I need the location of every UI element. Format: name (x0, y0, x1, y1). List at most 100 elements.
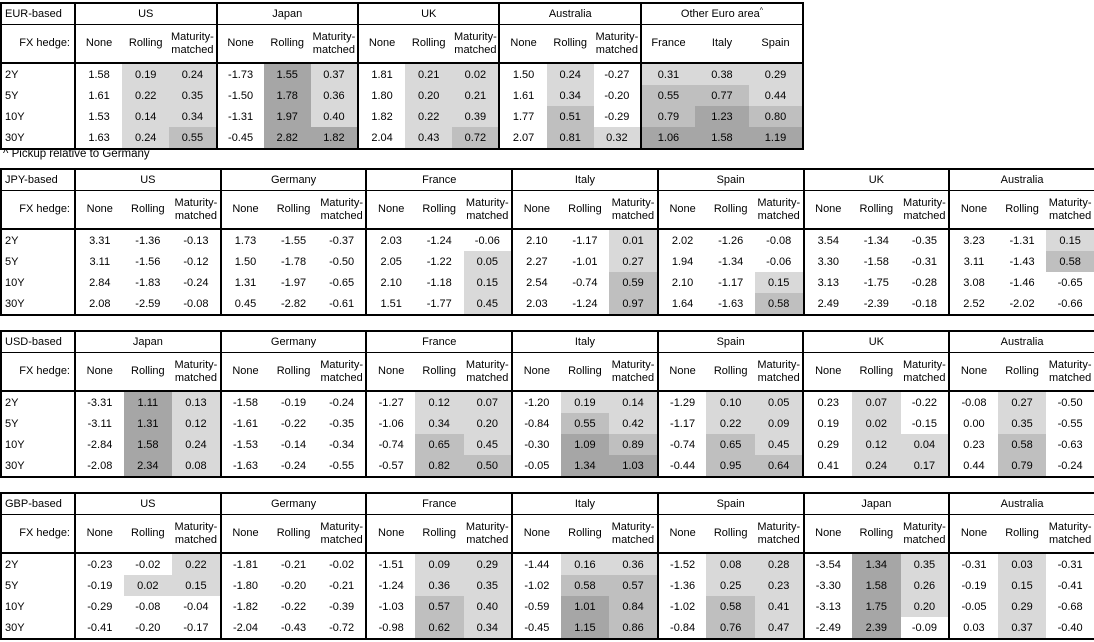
value-cell: -1.27 (365, 391, 415, 413)
value-cell: -1.17 (572, 234, 598, 247)
country-header: UK (356, 3, 500, 25)
value-cell: -1.53 (219, 434, 270, 455)
value-cell: 0.23 (802, 391, 853, 413)
value-cell: -0.08 (183, 297, 209, 310)
value-cell: -3.30 (802, 575, 853, 596)
value-cell: -0.45 (215, 127, 264, 149)
value-cell: -0.08 (948, 391, 998, 413)
value-cell: -1.03 (365, 596, 415, 617)
value-cell: -0.20 (604, 89, 630, 102)
value-cell: 2.02 (656, 229, 707, 251)
country-header: Japan (215, 3, 358, 25)
value-cell: 0.03 (948, 617, 998, 639)
value-cell: 0.86 (609, 617, 658, 639)
value-cell: -1.50 (215, 85, 264, 106)
value-cell: -1.24 (365, 575, 415, 596)
value-cell: 0.14 (609, 391, 658, 413)
value-cell: 2.07 (498, 127, 547, 149)
spread-country-header: France (639, 24, 695, 64)
hedge-type-header: Maturity-matched (172, 514, 221, 554)
hedge-type-header: Rolling (546, 24, 594, 64)
fx-hedge-label: FX hedge: (1, 190, 76, 230)
value-cell: 0.84 (609, 596, 658, 617)
value-cell: -0.35 (329, 417, 355, 430)
country-header: France (365, 331, 513, 353)
value-cell: -0.28 (911, 276, 937, 289)
value-cell: 1.34 (560, 455, 610, 477)
hedge-type-header: Maturity-matched (463, 190, 513, 230)
hedge-type-header: Rolling (123, 514, 173, 554)
hedge-type-header: None (356, 24, 406, 64)
usd-based-table: USD-based Japan Germany France Italy Spain UK A… (0, 330, 1094, 478)
value-cell: 0.76 (706, 617, 755, 639)
base-currency-label: JPY-based (1, 169, 76, 191)
tenor-label: 10Y (1, 272, 76, 293)
value-cell: 0.13 (172, 391, 221, 413)
value-cell: -0.24 (281, 459, 307, 472)
value-cell: -0.02 (329, 558, 355, 571)
value-cell: 0.05 (463, 251, 513, 272)
hedge-type-header: Maturity-matched (609, 514, 658, 554)
value-cell: -1.34 (863, 234, 889, 247)
value-cell: 0.57 (414, 596, 464, 617)
value-cell: -3.13 (802, 596, 853, 617)
value-cell: -1.22 (426, 255, 452, 268)
value-cell: -0.23 (74, 553, 124, 575)
value-cell: -1.63 (219, 455, 270, 477)
value-cell: -0.84 (511, 413, 561, 434)
hedge-type-header: None (656, 514, 707, 554)
value-cell: -0.41 (1057, 579, 1083, 592)
hedge-type-header: None (511, 514, 561, 554)
hedge-type-header: Rolling (414, 352, 464, 392)
value-cell: -1.18 (426, 276, 452, 289)
value-cell: 0.50 (463, 455, 513, 477)
value-cell: -0.31 (911, 255, 937, 268)
value-cell: 0.16 (560, 553, 610, 575)
hedge-type-header: Rolling (269, 190, 318, 230)
value-cell: 0.22 (122, 85, 170, 106)
hedge-type-header: Maturity-matched (169, 24, 217, 64)
value-cell: -0.04 (183, 600, 209, 613)
value-cell: -1.44 (511, 553, 561, 575)
value-cell: -0.50 (1057, 396, 1083, 409)
value-cell: 0.19 (560, 391, 610, 413)
value-cell: 0.24 (122, 127, 170, 149)
hedge-type-header: Rolling (560, 514, 610, 554)
value-cell: -0.40 (1057, 621, 1083, 634)
value-cell: 2.82 (263, 127, 311, 149)
hedge-type-header: None (511, 352, 561, 392)
value-cell: 0.24 (172, 434, 221, 455)
value-cell: 0.24 (169, 63, 217, 85)
value-cell: 2.49 (802, 293, 853, 315)
hedge-type-header: Rolling (123, 352, 173, 392)
value-cell: -2.84 (74, 434, 124, 455)
hedge-type-header: Rolling (405, 24, 453, 64)
value-cell: 0.42 (609, 413, 658, 434)
value-cell: -0.31 (948, 553, 998, 575)
value-cell: 0.82 (414, 455, 464, 477)
hedge-type-header: None (365, 190, 415, 230)
value-cell: -0.45 (511, 617, 561, 639)
value-cell: 0.24 (852, 455, 901, 477)
hedge-type-header: None (802, 352, 853, 392)
value-cell: 2.08 (74, 293, 124, 315)
country-header: US (74, 3, 217, 25)
value-cell: -0.55 (1057, 417, 1083, 430)
value-cell: 1.01 (560, 596, 610, 617)
country-header: Germany (219, 331, 367, 353)
value-cell: -0.27 (604, 68, 630, 81)
value-cell: 0.23 (754, 575, 804, 596)
hedge-type-header: Maturity-matched (317, 352, 367, 392)
value-cell: -0.74 (656, 434, 707, 455)
tenor-label: 2Y (1, 391, 76, 413)
value-cell: 0.00 (948, 413, 998, 434)
hedge-type-header: None (215, 24, 264, 64)
value-cell: 0.41 (802, 455, 853, 477)
value-cell: -0.31 (1057, 558, 1083, 571)
hedge-type-header: Maturity-matched (900, 514, 950, 554)
value-cell: 0.51 (546, 106, 594, 127)
hedge-type-header: Rolling (263, 24, 311, 64)
country-header: Italy (511, 331, 658, 353)
hedge-type-header: Rolling (269, 352, 318, 392)
value-cell: 0.55 (169, 127, 217, 149)
